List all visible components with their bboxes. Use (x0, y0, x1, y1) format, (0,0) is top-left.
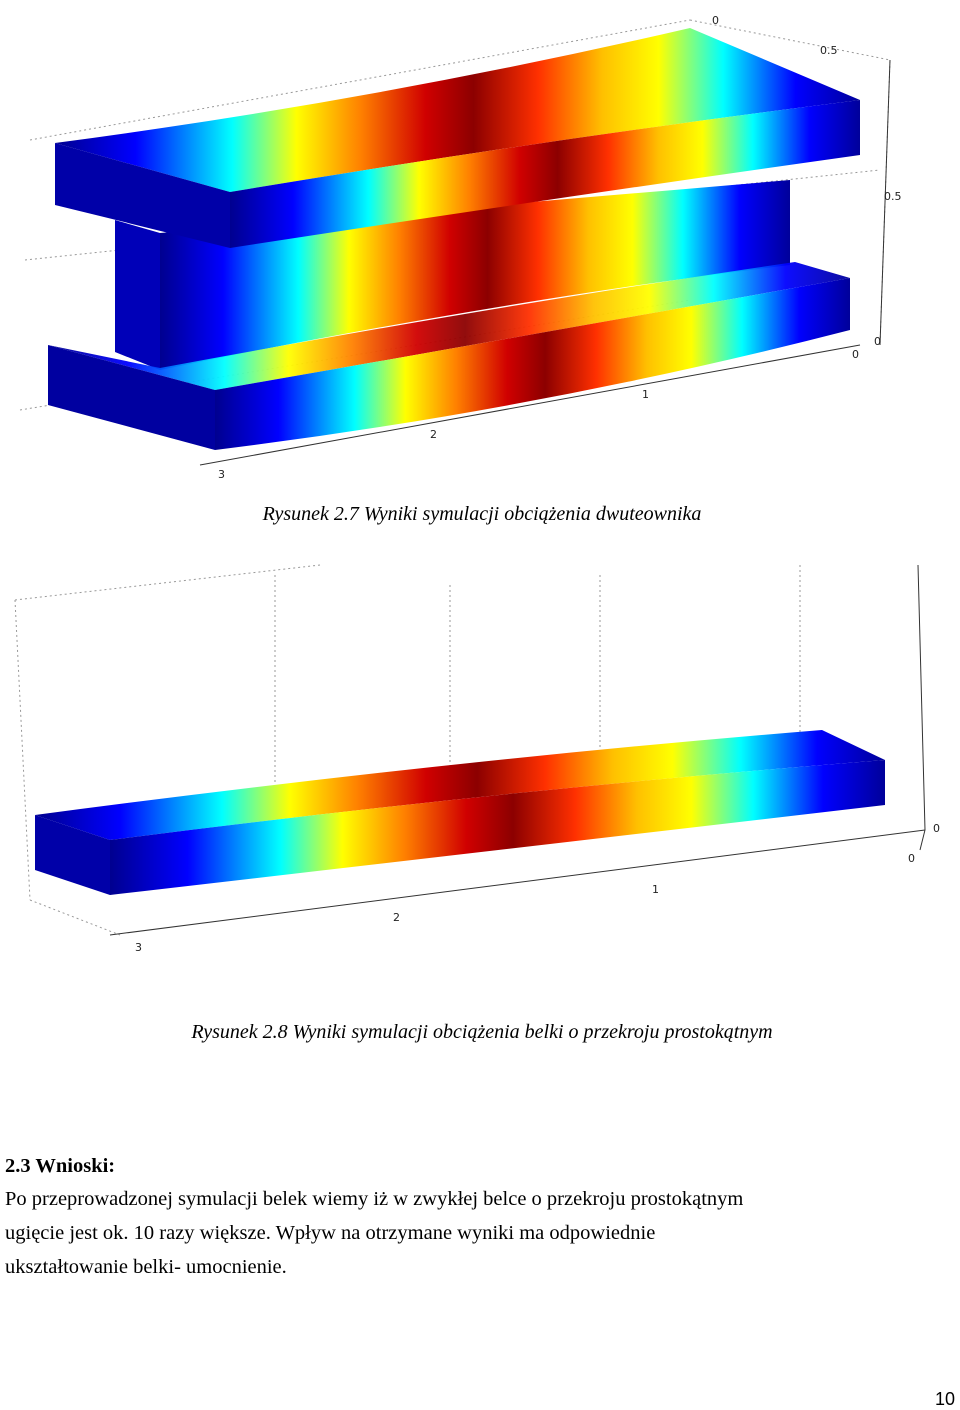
paragraph-line: ukształtowanie belki- umocnienie. (5, 1256, 287, 1278)
paragraph-line: Po przeprowadzonej symulacji belek wiemy… (5, 1188, 743, 1210)
page-number: 10 (935, 1389, 955, 1409)
top-flange-front (230, 100, 860, 248)
axis (199, 59, 891, 466)
beam-top (35, 730, 885, 840)
grid (14, 564, 801, 936)
axis-label: 3 (218, 468, 225, 481)
beam-end (35, 815, 110, 895)
axis-label: 1 (652, 883, 659, 896)
axis-label: 0 (712, 14, 719, 27)
bottom-flange-front (215, 278, 850, 450)
bottom-flange-end (48, 345, 215, 450)
caption: Rysunek 2.7 Wyniki symulacji obciążenia … (262, 503, 702, 525)
axis-label: 0 (852, 348, 859, 361)
axis (109, 564, 926, 936)
caption: Rysunek 2.8 Wyniki symulacji obciążenia … (190, 1021, 772, 1043)
axis-label: 1 (642, 388, 649, 401)
axis-label: 2 (430, 428, 437, 441)
axis-label: 0 (933, 822, 940, 835)
axis-label: 3 (135, 941, 142, 954)
figure-1: 0 0.5 0.5 0 0 1 2 3 Rysunek 2.7 Wyniki s… (19, 14, 902, 525)
figure-2: 0 0 1 2 3 Rysunek 2.8 Wyniki symulacji o… (14, 564, 940, 1043)
axis-label: 0.5 (884, 190, 902, 203)
axis-label: 0.5 (820, 44, 838, 57)
web-end (115, 220, 160, 370)
top-flange-end (55, 143, 230, 248)
paragraph-line: ugięcie jest ok. 10 razy większe. Wpływ … (5, 1222, 655, 1244)
axis-label: 0 (908, 852, 915, 865)
top-flange-top (55, 28, 860, 192)
grid (19, 19, 891, 411)
axis-label: 2 (393, 911, 400, 924)
section-heading: 2.3 Wnioski: (5, 1155, 115, 1177)
beam-front (110, 760, 885, 895)
bottom-flange-top (48, 262, 850, 390)
axis-label: 0 (874, 335, 881, 348)
